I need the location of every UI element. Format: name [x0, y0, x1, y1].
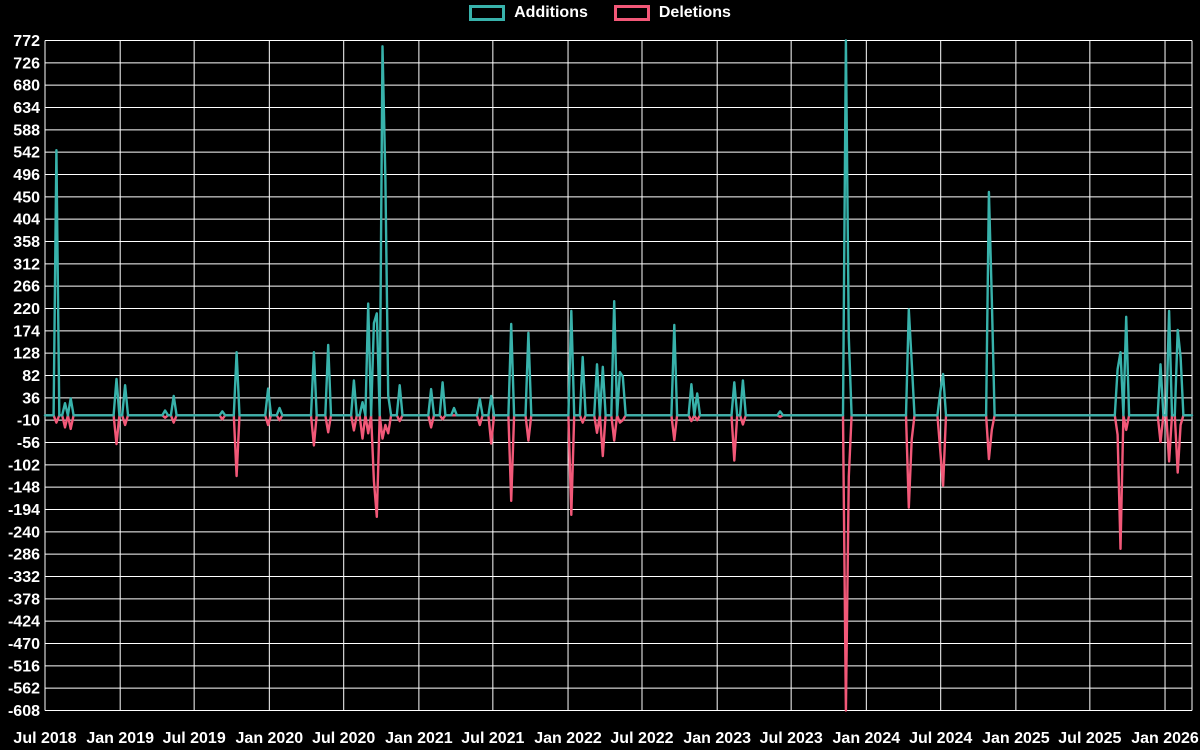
- y-tick-label: 266: [13, 279, 40, 296]
- additions-legend-label: Additions: [514, 4, 588, 21]
- y-tick-label: -10: [17, 413, 40, 430]
- y-tick-label: 542: [13, 145, 40, 162]
- legend-item-additions[interactable]: Additions: [469, 5, 588, 21]
- additions-swatch-icon: [469, 5, 506, 21]
- y-tick-label: 36: [22, 390, 40, 407]
- y-tick-label: -470: [8, 636, 40, 653]
- y-tick-label: 634: [13, 100, 40, 117]
- legend-item-deletions[interactable]: Deletions: [613, 4, 731, 21]
- x-tick-label: Jan 2023: [683, 730, 751, 747]
- y-tick-label: 772: [13, 33, 40, 50]
- deletions-legend-label: Deletions: [658, 4, 731, 21]
- x-tick-label: Jul 2023: [760, 730, 823, 747]
- y-tick-label: 220: [13, 301, 40, 318]
- y-tick-label: -102: [8, 457, 40, 474]
- x-tick-label: Jan 2025: [982, 730, 1050, 747]
- x-tick-label: Jul 2022: [610, 730, 673, 747]
- y-tick-label: 450: [13, 189, 40, 206]
- y-tick-label: 496: [13, 167, 40, 184]
- y-tick-label: -240: [8, 524, 40, 541]
- x-tick-label: Jan 2019: [86, 730, 154, 747]
- additions-line: [43, 39, 1194, 417]
- y-tick-label: -424: [8, 614, 40, 631]
- x-tick-label: Jul 2024: [909, 730, 972, 747]
- y-tick-label: 404: [13, 212, 40, 229]
- x-tick-label: Jan 2020: [236, 730, 304, 747]
- y-tick-label: -608: [8, 703, 40, 720]
- y-tick-label: -194: [8, 502, 40, 519]
- x-tick-label: Jan 2022: [534, 730, 602, 747]
- y-tick-label: 82: [22, 368, 40, 385]
- y-tick-label: 358: [13, 234, 40, 251]
- x-tick-label: Jul 2020: [312, 730, 375, 747]
- y-tick-label: 312: [13, 256, 40, 273]
- y-tick-label: -148: [8, 480, 40, 497]
- x-tick-label: Jul 2021: [461, 730, 524, 747]
- y-tick-label: -562: [8, 681, 40, 698]
- y-tick-label: -516: [8, 658, 40, 675]
- chart-legend: Additions Deletions: [0, 5, 1200, 21]
- y-tick-label: 174: [13, 323, 40, 340]
- x-tick-label: Jan 2026: [1131, 730, 1199, 747]
- x-tick-label: Jan 2021: [385, 730, 453, 747]
- y-tick-label: 588: [13, 122, 40, 139]
- y-tick-label: 680: [13, 78, 40, 95]
- y-tick-label: -286: [8, 547, 40, 564]
- y-tick-label: 726: [13, 55, 40, 72]
- x-tick-label: Jul 2019: [163, 730, 226, 747]
- y-tick-label: -332: [8, 569, 40, 586]
- x-tick-label: Jul 2018: [13, 730, 76, 747]
- y-tick-label: -378: [8, 591, 40, 608]
- x-tick-label: Jan 2024: [833, 730, 901, 747]
- x-tick-label: Jul 2025: [1058, 730, 1121, 747]
- deletions-swatch-icon: [613, 5, 650, 21]
- y-tick-label: -56: [17, 435, 40, 452]
- y-tick-label: 128: [13, 346, 40, 363]
